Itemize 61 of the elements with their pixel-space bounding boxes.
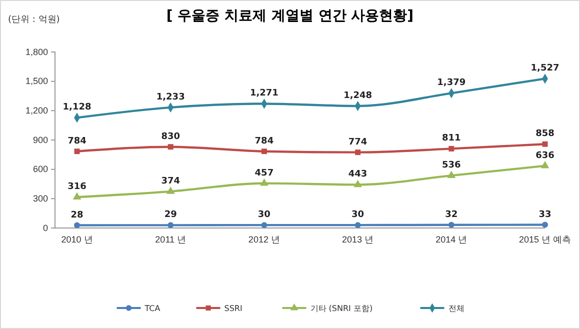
point: [168, 222, 174, 228]
data-label: 636: [536, 150, 554, 161]
data-label: 1,379: [437, 78, 466, 88]
x-tick-label: 2012 년: [248, 234, 280, 244]
point: [542, 141, 548, 147]
data-label: 30: [258, 210, 270, 220]
point: [261, 148, 267, 154]
y-tick-label: 600: [32, 164, 48, 174]
data-label: 811: [442, 134, 461, 144]
data-label: 858: [536, 129, 554, 140]
y-tick-label: 900: [32, 134, 48, 145]
legend-label: SSRI: [224, 304, 242, 313]
point: [448, 222, 454, 228]
data-label: 784: [254, 136, 274, 146]
x-tick-label: 2014 년: [436, 234, 468, 244]
chart-title: [ 우울증 치료제 계열별 연간 사용현황]: [166, 8, 414, 24]
point: [166, 186, 175, 194]
point: [74, 148, 80, 154]
point: [354, 180, 362, 188]
data-label: 1,271: [250, 88, 278, 99]
data-label: 443: [348, 170, 368, 180]
point: [168, 144, 174, 150]
x-tick-label: 2011 년: [155, 234, 186, 244]
point: [72, 192, 82, 200]
point: [261, 222, 268, 228]
data-label: 32: [445, 210, 458, 220]
data-label: 316: [68, 182, 86, 192]
point: [260, 178, 268, 186]
data-label: 784: [68, 136, 86, 146]
x-tick-label: 2015 년 예측: [518, 234, 572, 244]
data-label: 30: [352, 210, 364, 220]
point: [448, 146, 454, 152]
y-tick-label: 1,800: [25, 46, 48, 57]
data-label: 1,248: [344, 90, 372, 101]
y-tick-label: 1,500: [25, 76, 48, 86]
data-label: 28: [70, 210, 84, 220]
data-label: 830: [161, 132, 180, 142]
data-label: 536: [442, 160, 461, 171]
data-label: 33: [538, 210, 552, 220]
y-tick-label: 0: [42, 222, 48, 233]
data-label: 1,128: [62, 102, 92, 113]
legend-label: 전체: [448, 304, 464, 313]
data-label: 29: [164, 210, 177, 220]
legend-label: TCA: [144, 304, 161, 313]
text: (단위 : 억원): [8, 15, 60, 25]
data-label: 774: [348, 137, 368, 148]
y-tick-label: 300: [32, 194, 48, 204]
data-label: 457: [254, 168, 274, 178]
legend-label: 기타 (SNRI 포함): [310, 304, 373, 313]
point: [447, 170, 456, 178]
point: [74, 222, 80, 228]
point: [542, 222, 548, 228]
data-label: 1,527: [530, 64, 560, 74]
point: [355, 150, 361, 156]
x-tick-label: 2010 년: [61, 234, 93, 244]
point: [354, 222, 361, 228]
y-tick-label: 1,200: [25, 106, 48, 116]
data-label: 1,233: [156, 92, 185, 102]
data-label: 374: [161, 176, 180, 186]
x-tick-label: 2013 년: [342, 234, 374, 244]
point: [540, 161, 550, 168]
